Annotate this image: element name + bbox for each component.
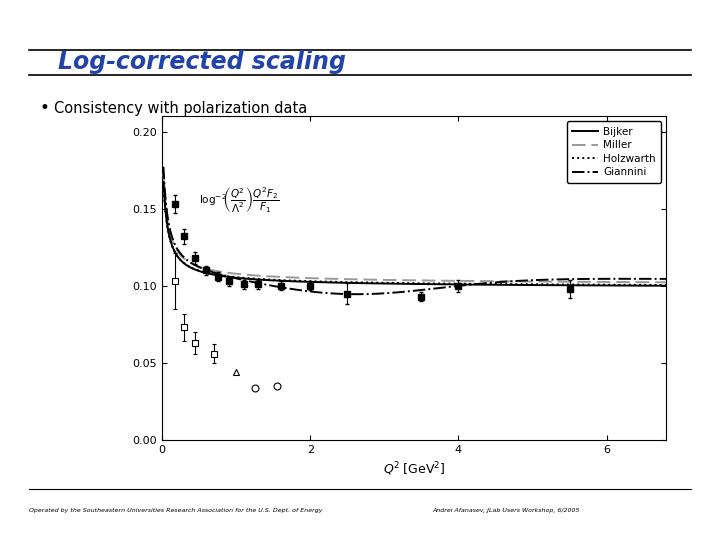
Bijker [380,280,389,287]
Giannini [159,164,168,170]
Miller [362,276,371,283]
Holzwarth [380,280,389,286]
Holzwarth [504,281,513,287]
Bijker [362,280,371,287]
Giannini [505,278,513,285]
Giannini [210,269,219,276]
Miller [560,279,569,285]
Holzwarth [210,271,219,278]
Holzwarth [362,279,371,286]
Giannini [352,291,361,298]
Holzwarth [560,281,569,288]
Bijker [662,282,670,289]
Miller [380,276,389,283]
Holzwarth [662,282,670,288]
Giannini [561,276,570,282]
Text: Consistency with polarization data: Consistency with polarization data [54,100,307,116]
Line: Miller: Miller [163,173,666,282]
Line: Giannini: Giannini [163,167,666,294]
Giannini [381,290,390,296]
Text: •: • [40,99,50,117]
Bijker [551,282,559,288]
Text: Operated by the Southeastern Universities Research Association for the U.S. Dept: Operated by the Southeastern Universitie… [29,508,323,513]
Bijker [504,282,513,288]
Line: Holzwarth: Holzwarth [163,185,666,285]
Text: $\mathrm{log}^{-2}\!\!\left(\dfrac{Q^2}{\Lambda^2}\right)\dfrac{Q^2 F_2}{F_1}$: $\mathrm{log}^{-2}\!\!\left(\dfrac{Q^2}{… [199,186,279,215]
Miller [504,278,513,285]
Giannini [552,276,560,282]
Bijker [159,179,168,185]
Bijker [560,282,569,288]
Legend: Bijker, Miller, Holzwarth, Giannini: Bijker, Miller, Holzwarth, Giannini [567,122,661,183]
Line: Bijker: Bijker [163,182,666,286]
Holzwarth [551,281,559,288]
Miller [551,279,559,285]
Holzwarth [159,181,168,188]
Text: Andrei Afanasev, JLab Users Workshop, 6/2005: Andrei Afanasev, JLab Users Workshop, 6/… [432,508,580,513]
Bijker [210,272,219,278]
X-axis label: $Q^2\;[\mathrm{GeV}^2]$: $Q^2\;[\mathrm{GeV}^2]$ [382,461,446,478]
Text: Log-corrected scaling: Log-corrected scaling [58,50,346,74]
Miller [662,279,670,286]
Giannini [363,291,372,298]
Giannini [662,275,670,282]
Miller [159,170,168,177]
Miller [210,267,219,274]
